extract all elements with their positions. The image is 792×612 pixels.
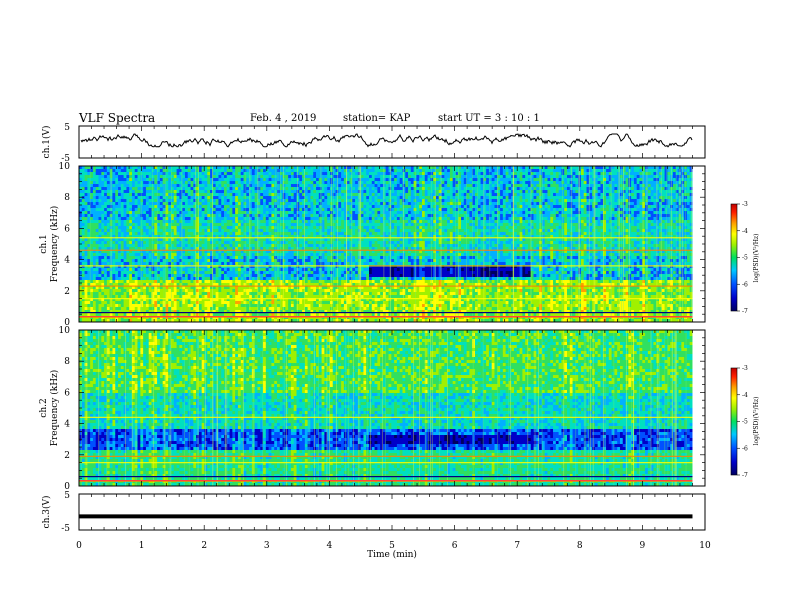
x-tick-label: 9 [640,541,646,551]
colorbar-tick-label: -4 [742,228,748,235]
colorbar-tick-label: -6 [742,281,748,288]
ch1-wave-ylabel: ch.1(V) [41,126,52,159]
spec-ytick-label: 2 [64,451,70,461]
spec-ytick-label: 6 [64,224,70,234]
spec-ytick-label: 8 [64,357,70,367]
ch1-wave-ytick-top: 5 [64,123,70,133]
spec-ytick-label: 10 [59,326,71,336]
x-tick-label: 3 [264,541,270,551]
x-tick-label: 4 [327,541,333,551]
x-tick-label: 0 [76,541,82,551]
ch1-spec-ylabel: Frequency (kHz) [49,206,60,283]
ch1-spec-ylabel-top: ch.1 [39,234,49,253]
colorbar-tick-label: -7 [742,308,748,315]
ch3-wave-frame [79,494,705,530]
spec-ytick-label: 0 [64,482,70,492]
spec-ytick-label: 2 [64,287,70,297]
colorbar-tick-label: -7 [742,472,748,479]
ch2-spectrogram [79,330,705,486]
spec-ytick-label: 8 [64,193,70,203]
ch3-wave-ytick-top: 5 [64,491,70,501]
colorbar-tick-label: -5 [742,419,748,426]
ch3-wave-ylabel: ch.3(V) [41,496,52,529]
vlf-figure: 5 -5 ch.1(V) ch.1 Frequency (kHz) ch.2 F… [0,0,792,612]
x-tick-label: 1 [139,541,145,551]
x-axis-label: Time (min) [367,549,417,560]
x-tick-label: 8 [577,541,583,551]
colorbar-tick-label: -4 [742,392,748,399]
x-tick-label: 2 [201,541,207,551]
spec-ytick-label: 10 [59,162,71,172]
ch2-spec-ylabel-top: ch.2 [39,398,49,417]
colorbar-tick-label: -6 [742,445,748,452]
ch2-colorbar: -3 -4 -5 -6 -7 log(PSD)(V²/Hz) [731,365,760,479]
ch2-spec-ylabel: Frequency (kHz) [49,370,60,447]
ch1-spectrogram [79,166,705,322]
colorbar-tick-label: -5 [742,255,748,262]
ch2-colorbar-label: log(PSD)(V²/Hz) [753,397,760,446]
x-tick-label: 10 [699,541,711,551]
spec-ytick-label: 4 [64,256,70,266]
ch1-colorbar-label: log(PSD)(V²/Hz) [753,234,760,283]
x-tick-label: 7 [514,541,520,551]
spec-ytick-label: 6 [64,388,70,398]
ch3-wave-ytick-bottom: -5 [61,524,70,534]
ch1-colorbar: -3 -4 -5 -6 -7 log(PSD)(V²/Hz) [731,201,760,315]
spec-ytick-label: 4 [64,420,70,430]
x-tick-label: 6 [452,541,458,551]
colorbar-tick-label: -3 [742,365,748,372]
colorbar-tick-label: -3 [742,201,748,208]
